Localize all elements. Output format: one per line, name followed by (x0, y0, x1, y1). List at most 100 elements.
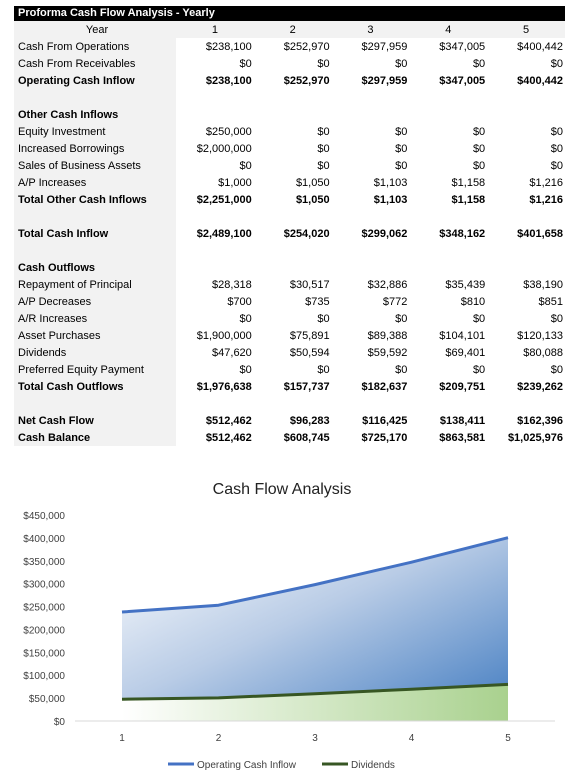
value-cell: $810 (460, 295, 486, 308)
value-cell: $69,401 (445, 346, 486, 359)
spacer-cell (332, 208, 410, 225)
value-cell: $700 (227, 295, 252, 308)
value-cell: $0 (317, 57, 330, 70)
spacer-cell (14, 242, 176, 259)
spacer-row (14, 242, 565, 259)
row-label: Total Cash Inflow (14, 225, 176, 242)
row-label: Cash From Receivables (14, 55, 176, 72)
value-cell: $0 (395, 312, 408, 325)
row-label: Total Other Cash Inflows (14, 191, 176, 208)
value-cell: $0 (395, 125, 408, 138)
value-cell: $0 (317, 125, 330, 138)
series-area (122, 537, 508, 721)
row-label: Cash From Operations (14, 38, 176, 55)
value-cell: $0 (395, 363, 408, 376)
value-cell: $116,425 (362, 414, 408, 427)
value-cell: $1,158 (451, 193, 486, 206)
spacer-cell (409, 242, 487, 259)
value-cell: $0 (472, 57, 486, 70)
value-cell: $250,000 (205, 125, 252, 138)
value-cell: $1,103 (373, 193, 408, 206)
value-cell (332, 106, 410, 123)
spacer-cell (409, 89, 487, 106)
spacer-cell (176, 208, 254, 225)
sheet-title: Proforma Cash Flow Analysis - Yearly (14, 6, 565, 21)
value-cell: $75,891 (289, 329, 330, 342)
x-tick-label: 1 (119, 733, 125, 744)
value-cell: $120,133 (517, 329, 563, 342)
value-cell (487, 259, 565, 276)
value-cell: $0 (239, 363, 252, 376)
year-header-cell: 2 (253, 21, 332, 38)
value-cell: $735 (305, 295, 330, 308)
value-cell: $0 (550, 125, 563, 138)
value-cell: $1,976,638 (196, 380, 252, 393)
value-cell: $1,900,000 (196, 329, 252, 342)
value-cell: $297,959 (361, 40, 408, 53)
value-cell: $1,000 (218, 176, 252, 189)
spacer-cell (254, 89, 332, 106)
row-label: Repayment of Principal (14, 276, 176, 293)
value-cell: $80,088 (523, 346, 563, 359)
value-cell: $0 (395, 142, 408, 155)
value-cell: $297,959 (361, 74, 408, 87)
row-label: Equity Investment (14, 123, 176, 140)
spacer-row (14, 208, 565, 225)
value-cell: $2,489,100 (196, 227, 252, 240)
cash-flow-sheet: Proforma Cash Flow Analysis - Yearly Yea… (14, 6, 565, 446)
series-area (122, 684, 508, 721)
spacer-cell (409, 208, 487, 225)
year-header-cell: 1 (176, 21, 254, 38)
value-cell: $1,216 (529, 176, 563, 189)
spacer-cell (254, 208, 332, 225)
table-row: Dividends $47,620 $50,594 $59,592 $69,401 $80… (14, 344, 565, 361)
y-tick-label: $200,000 (23, 625, 65, 636)
table-row: A/P Increases $1,000 $1,050 $1,103 $1,158 $1,… (14, 174, 565, 191)
value-cell: $0 (239, 57, 252, 70)
value-cell: $0 (395, 159, 408, 172)
table-row: A/R Increases $0 $0 $0 $0 $0 (14, 310, 565, 327)
x-tick-label: 3 (312, 733, 318, 744)
value-cell: $35,439 (445, 278, 486, 291)
value-cell: $512,462 (205, 414, 252, 427)
spacer-row (14, 395, 565, 412)
value-cell: $209,751 (439, 380, 486, 393)
year-header-cell: 4 (409, 21, 488, 38)
value-cell: $0 (472, 312, 486, 325)
value-cell (254, 259, 332, 276)
value-cell: $252,970 (283, 74, 330, 87)
value-cell: $0 (239, 159, 252, 172)
value-cell: $863,581 (439, 431, 486, 444)
value-cell: $138,411 (439, 414, 486, 427)
spacer-cell (332, 395, 410, 412)
series-line (121, 536, 509, 614)
value-cell: $299,062 (361, 227, 408, 240)
y-tick-label: $450,000 (23, 511, 65, 522)
value-cell: $0 (317, 312, 330, 325)
x-tick-label: 2 (216, 733, 222, 744)
value-cell: $0 (239, 312, 252, 325)
value-cell (254, 106, 332, 123)
value-cell: $38,190 (523, 278, 563, 291)
value-cell: $0 (317, 363, 330, 376)
value-cell: $1,050 (295, 193, 330, 206)
value-cell: $512,462 (205, 431, 252, 444)
value-cell: $162,396 (517, 414, 563, 427)
total-row: Operating Cash Inflow $238,100 $252,970 $29… (14, 72, 565, 89)
total-row: Total Other Cash Inflows $2,251,000 $1,050… (14, 191, 565, 208)
spacer-cell (14, 208, 176, 225)
spacer-cell (332, 89, 410, 106)
spacer-cell (254, 395, 332, 412)
value-cell: $1,050 (295, 176, 330, 189)
value-cell: $50,594 (289, 346, 330, 359)
row-label: A/P Increases (14, 174, 176, 191)
y-tick-label: $400,000 (23, 534, 65, 545)
value-cell: $1,216 (529, 193, 563, 206)
spacer-cell (254, 242, 332, 259)
value-cell: $0 (550, 142, 563, 155)
row-label: Net Cash Flow (14, 412, 176, 429)
table-row: Sales of Business Assets $0 $0 $0 $0 $0 (14, 157, 565, 174)
value-cell: $851 (538, 295, 563, 308)
value-cell: $0 (550, 363, 563, 376)
value-cell (176, 106, 254, 123)
